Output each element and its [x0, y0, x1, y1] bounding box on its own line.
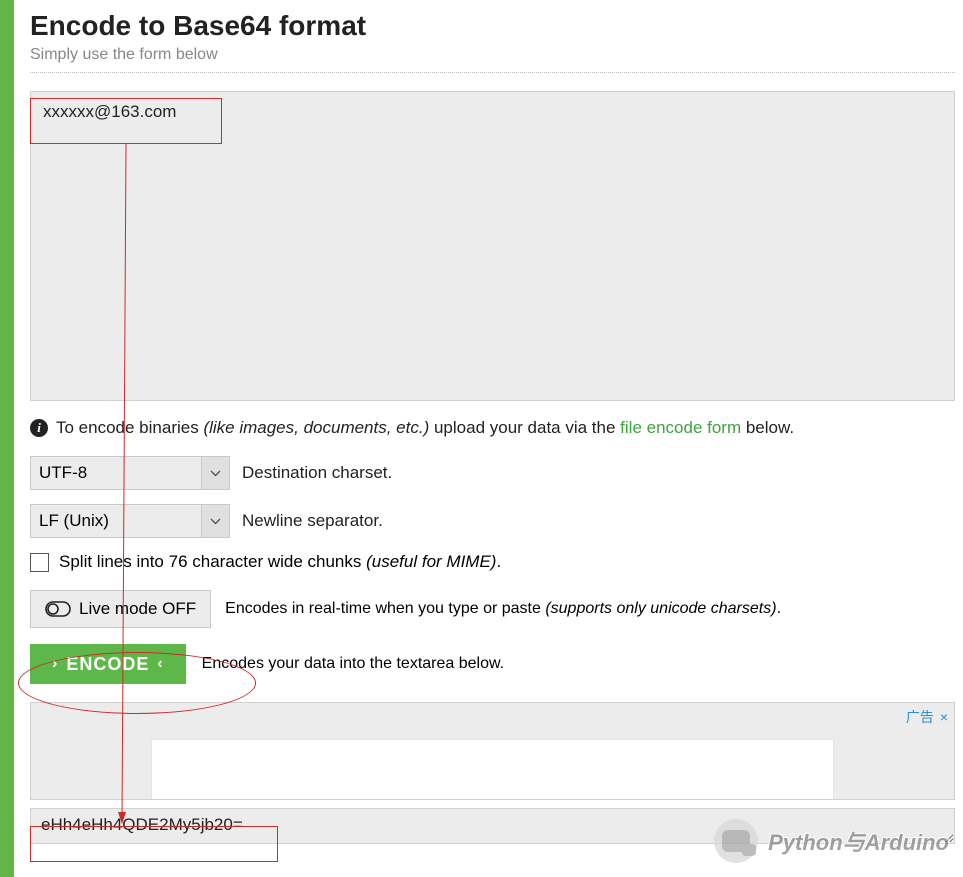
chevron-right-icon: › [52, 655, 58, 673]
ad-close-icon[interactable]: × [940, 709, 948, 725]
livemode-toggle-button[interactable]: Live mode OFF [30, 590, 211, 628]
livemode-desc: Encodes in real-time when you type or pa… [225, 600, 781, 618]
divider [30, 72, 955, 73]
info-text: To encode binaries (like images, documen… [56, 418, 794, 438]
newline-value: LF (Unix) [39, 511, 109, 531]
newline-select[interactable]: LF (Unix) [30, 504, 230, 538]
page-title: Encode to Base64 format [30, 10, 955, 42]
split-lines-row: Split lines into 76 character wide chunk… [30, 552, 955, 572]
chevron-down-icon [201, 505, 229, 537]
encode-input-textarea[interactable] [30, 91, 955, 401]
encode-row: › ENCODE ‹ Encodes your data into the te… [30, 644, 955, 684]
info-prefix: To encode binaries [56, 418, 203, 437]
ad-label-text: 广告 [906, 709, 934, 725]
watermark-text: Python与Arduino [768, 825, 949, 857]
split-lines-checkbox[interactable] [30, 553, 49, 572]
page-subtitle: Simply use the form below [30, 46, 955, 64]
info-icon: i [30, 419, 48, 437]
encode-desc: Encodes your data into the textarea belo… [202, 655, 504, 673]
toggle-off-icon [45, 601, 71, 617]
newline-row: LF (Unix) Newline separator. [30, 504, 955, 538]
split-lines-label: Split lines into 76 character wide chunk… [59, 552, 501, 572]
wechat-icon [714, 819, 758, 863]
charset-row: UTF-8 Destination charset. [30, 456, 955, 490]
chevron-left-icon: ‹ [157, 655, 163, 673]
ad-label[interactable]: 广告 × [906, 707, 948, 727]
main-content: Encode to Base64 format Simply use the f… [30, 0, 963, 849]
info-mid: upload your data via the [429, 418, 620, 437]
split-italic: (useful for MIME) [366, 552, 496, 571]
livemode-desc-prefix: Encodes in real-time when you type or pa… [225, 600, 545, 617]
file-encode-link[interactable]: file encode form [620, 418, 741, 437]
newline-label: Newline separator. [242, 511, 383, 531]
encode-button[interactable]: › ENCODE ‹ [30, 644, 186, 684]
charset-select[interactable]: UTF-8 [30, 456, 230, 490]
livemode-label: Live mode OFF [79, 599, 196, 619]
split-suffix: . [496, 552, 501, 571]
split-prefix: Split lines into 76 character wide chunk… [59, 552, 366, 571]
encode-button-label: ENCODE [66, 654, 149, 675]
info-italic: (like images, documents, etc.) [203, 418, 429, 437]
charset-value: UTF-8 [39, 463, 87, 483]
charset-label: Destination charset. [242, 463, 392, 483]
ad-block: 广告 × [30, 702, 955, 800]
livemode-desc-italic: (supports only unicode charsets) [545, 600, 776, 617]
green-sidebar [0, 0, 14, 877]
livemode-row: Live mode OFF Encodes in real-time when … [30, 590, 955, 628]
watermark: Python与Arduino [714, 819, 949, 863]
info-row: i To encode binaries (like images, docum… [30, 418, 955, 438]
info-suffix: below. [741, 418, 794, 437]
livemode-desc-suffix: . [777, 600, 781, 617]
chevron-down-icon [201, 457, 229, 489]
ad-inner-panel [151, 739, 834, 799]
